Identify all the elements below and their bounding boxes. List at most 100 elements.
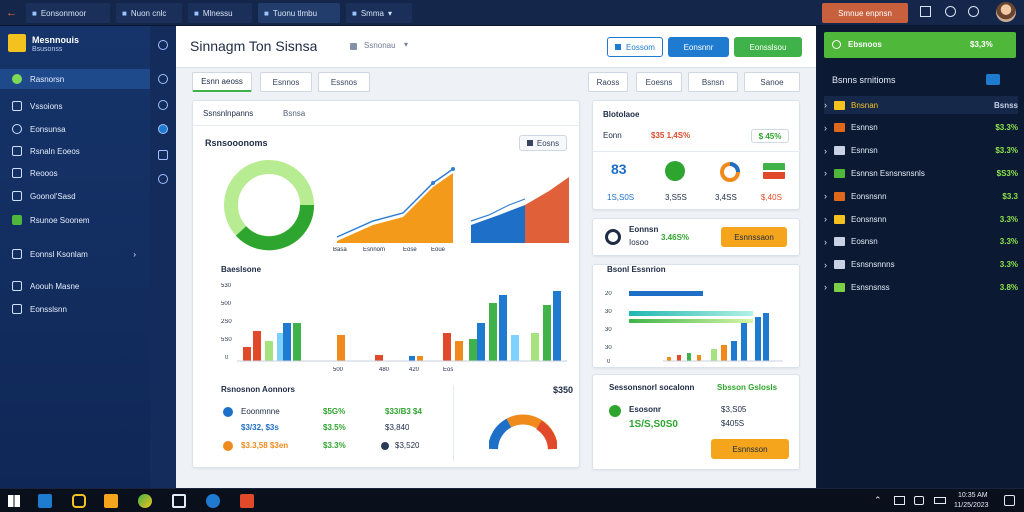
stats-value: $35 1,4S% <box>651 131 691 140</box>
sidebar-item-5[interactable]: Reooos <box>6 163 146 183</box>
asset-icon <box>834 282 845 292</box>
primary-button[interactable]: Eonsnnr <box>668 37 729 57</box>
chevron-right-icon: › <box>133 249 136 259</box>
tray-chevron-icon[interactable]: ⌃ <box>874 495 882 505</box>
filter-4[interactable]: Sanoe <box>744 72 800 92</box>
folder-icon[interactable] <box>104 494 118 508</box>
tab-3[interactable]: ■ Mlnessu <box>188 3 252 23</box>
asset-row[interactable]: › Esnnsn $3.3% <box>824 142 1018 160</box>
battery-icon[interactable] <box>934 497 946 504</box>
volume-icon[interactable] <box>914 496 924 505</box>
chat-icon[interactable] <box>986 74 1000 85</box>
user-action-button[interactable]: Esnnssaon <box>721 227 787 247</box>
subtab-active[interactable]: Ssnsnlnpanns <box>203 109 254 118</box>
filter-3[interactable]: Bsnsn <box>688 72 738 92</box>
asset-row[interactable]: › Esnsnsnnns 3.3% <box>824 256 1018 274</box>
rail-check-icon[interactable] <box>158 100 168 110</box>
asset-row[interactable]: › Eosnsn 3.3% <box>824 233 1018 251</box>
settings-icon[interactable] <box>945 6 956 17</box>
sidebar-item-8[interactable]: Eonnsl Ksonlam › <box>6 244 146 264</box>
grid-icon[interactable] <box>920 6 931 17</box>
sidebar-item-home[interactable]: Rasnorsn <box>0 69 150 89</box>
asset-row[interactable]: › Esnnsn $3.3% <box>824 119 1018 137</box>
summary-link[interactable]: Sbsson Gslosls <box>717 383 778 392</box>
summary-title: Sessonsnorl socalonn <box>609 383 695 392</box>
layers-icon <box>12 249 22 259</box>
rail-settings-icon[interactable] <box>158 124 168 134</box>
sidebar-item-10[interactable]: Eonsslsnn <box>6 299 146 319</box>
rail-doc-icon[interactable] <box>158 150 168 160</box>
area-label-1: Basa <box>333 247 347 253</box>
tab-third[interactable]: Essnos <box>318 72 370 92</box>
account-button[interactable]: Smnue enpnsn <box>822 3 908 23</box>
network-icon[interactable] <box>894 496 905 505</box>
store-icon[interactable] <box>172 494 186 508</box>
asset-name: Esnnsn <box>851 123 878 133</box>
bar <box>477 323 485 361</box>
filter-1[interactable]: Raoss <box>588 72 628 92</box>
bar <box>337 335 345 361</box>
sidebar-item-4[interactable]: Rsnaln Eoeos <box>6 141 146 161</box>
stats-title: Blotolaoe <box>603 110 640 119</box>
sidebar-item-2[interactable]: Vssoions <box>6 96 146 116</box>
chevron-right-icon: › <box>824 236 827 247</box>
tab-1[interactable]: ■ Eonsonmoor <box>26 3 110 23</box>
asset-row[interactable]: › Bnsnan Bsnss <box>824 96 1018 114</box>
sidebar-item-7[interactable]: Rsunoe Soonem <box>6 210 146 230</box>
taskview-icon[interactable] <box>38 494 52 508</box>
list-row[interactable]: $3/32, $3s $3.5% $3,840 <box>241 423 410 432</box>
bar-chart-label-2: 480 <box>379 367 390 373</box>
edge-icon[interactable] <box>206 494 220 508</box>
check-circle-icon <box>665 161 685 181</box>
asset-row[interactable]: › Eonsnsnn $3.3 <box>824 187 1018 205</box>
asset-icon <box>834 146 845 156</box>
tab-4[interactable]: ■ Tuonu tlmbu <box>258 3 340 23</box>
taskbar-time[interactable]: 10:35 AM <box>958 492 988 499</box>
tab-overview[interactable]: Esnn aeoss <box>192 72 252 92</box>
window-titlebar: ← ■ Eonsonmoor ■ Nuon cnlc ■ Mlnessu ■ Tuonu… <box>0 0 1024 26</box>
secondary-button[interactable]: Eossom <box>607 37 663 57</box>
app-icon[interactable] <box>240 494 254 508</box>
list-row[interactable]: $3.3,58 $3en $3.3% $3,520 <box>221 439 431 453</box>
notification-center-icon[interactable] <box>1004 495 1015 506</box>
tab-second[interactable]: Esnnos <box>260 72 312 92</box>
windows-icon[interactable] <box>8 495 20 507</box>
rail-gear-icon[interactable] <box>158 40 168 50</box>
bar-chart-title: Baeslsone <box>221 265 262 274</box>
area-point <box>451 167 455 171</box>
avatar[interactable] <box>996 2 1016 22</box>
rail-eye-icon[interactable] <box>158 174 168 184</box>
tab-2[interactable]: ■ Nuon cnlc <box>116 3 182 23</box>
bar <box>469 339 477 361</box>
subtab-second[interactable]: Bsnsa <box>283 109 306 118</box>
chat-app-icon[interactable] <box>72 494 86 508</box>
breadcrumb[interactable]: Ssnonau <box>364 41 396 50</box>
bars-axis-3: 30 <box>605 327 612 333</box>
list-row[interactable]: Eoonmnne $5G% $33/B3 $4 <box>221 405 431 419</box>
export-button[interactable]: Eosns <box>519 135 567 151</box>
sidebar-item-3[interactable]: Eonsunsa <box>6 119 146 139</box>
row-icon <box>223 407 233 417</box>
tab-5[interactable]: ■ Smma ▾ <box>346 3 412 23</box>
notification-icon[interactable] <box>968 6 979 17</box>
rail-home-icon[interactable] <box>158 74 168 84</box>
taskbar-date[interactable]: 11/25/2023 <box>954 502 989 509</box>
summary-action-button[interactable]: Esnnsson <box>711 439 789 459</box>
sidebar-item-9[interactable]: Aoouh Masne <box>6 276 146 296</box>
asset-row[interactable]: › Esnsnsnss 3.8% <box>824 278 1018 296</box>
user-sub: Iosoo <box>629 238 649 247</box>
asset-row[interactable]: › Eonsnsnn 3.3% <box>824 210 1018 228</box>
top-summary-bar[interactable] <box>824 32 1016 58</box>
asset-change: 3.3% <box>999 260 1018 270</box>
logo <box>8 34 26 52</box>
asset-row[interactable]: › Esnnsn Esnsnsnsnls $S3% <box>824 164 1018 182</box>
summary-card: Sessonsnorl socalonn Sbsson Gslosls Esos… <box>592 374 800 470</box>
chevron-down-icon: ▾ <box>387 8 392 18</box>
back-arrow-icon[interactable]: ← <box>6 7 17 19</box>
filter-2[interactable]: Eoesns <box>636 72 682 92</box>
browser-icon[interactable] <box>138 494 152 508</box>
chevron-right-icon: › <box>824 191 827 202</box>
stats-badge[interactable]: $ 45% <box>751 129 789 143</box>
sidebar-item-6[interactable]: Goonol'Sasd <box>6 186 146 206</box>
green-button[interactable]: Eonsslsou <box>734 37 802 57</box>
